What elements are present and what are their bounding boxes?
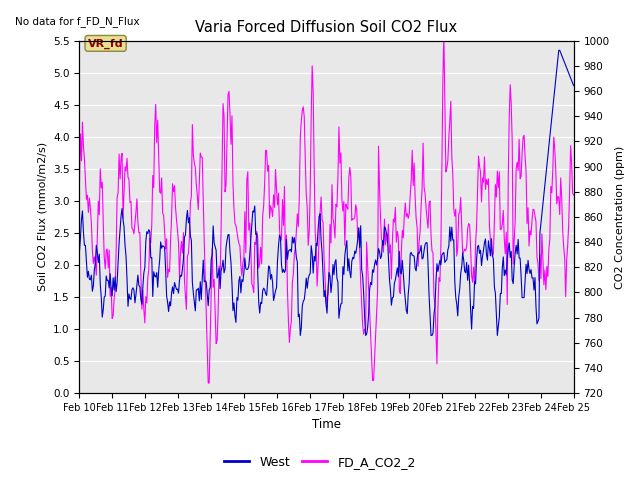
Title: Varia Forced Diffusion Soil CO2 Flux: Varia Forced Diffusion Soil CO2 Flux (195, 20, 458, 36)
Text: VR_fd: VR_fd (88, 38, 124, 48)
Y-axis label: Soil CO2 Flux (mmol/m2/s): Soil CO2 Flux (mmol/m2/s) (38, 143, 47, 291)
Legend: West, FD_A_CO2_2: West, FD_A_CO2_2 (219, 451, 421, 474)
Text: No data for f_FD_N_Flux: No data for f_FD_N_Flux (15, 16, 140, 26)
X-axis label: Time: Time (312, 419, 341, 432)
Y-axis label: CO2 Concentration (ppm): CO2 Concentration (ppm) (615, 145, 625, 288)
